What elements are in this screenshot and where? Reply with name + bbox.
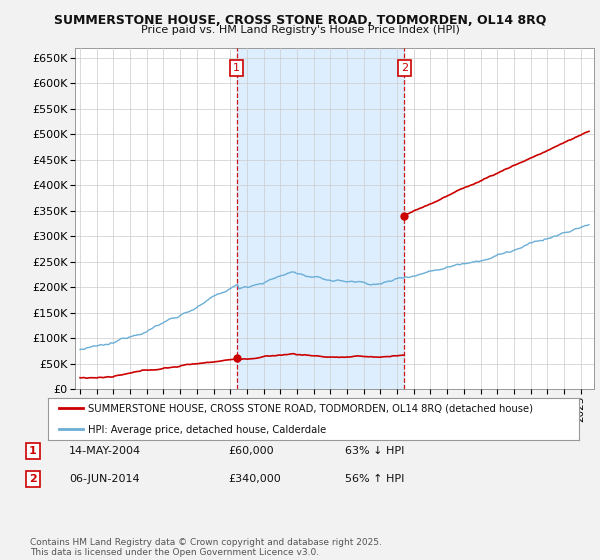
- Text: 2: 2: [401, 63, 408, 73]
- Text: Contains HM Land Registry data © Crown copyright and database right 2025.
This d: Contains HM Land Registry data © Crown c…: [30, 538, 382, 557]
- Text: 2: 2: [29, 474, 37, 484]
- Text: 63% ↓ HPI: 63% ↓ HPI: [345, 446, 404, 456]
- Text: 56% ↑ HPI: 56% ↑ HPI: [345, 474, 404, 484]
- Text: £60,000: £60,000: [228, 446, 274, 456]
- Text: 1: 1: [29, 446, 37, 456]
- Text: SUMMERSTONE HOUSE, CROSS STONE ROAD, TODMORDEN, OL14 8RQ: SUMMERSTONE HOUSE, CROSS STONE ROAD, TOD…: [54, 14, 546, 27]
- Text: Price paid vs. HM Land Registry's House Price Index (HPI): Price paid vs. HM Land Registry's House …: [140, 25, 460, 35]
- Text: 14-MAY-2004: 14-MAY-2004: [69, 446, 141, 456]
- Bar: [236, 48, 404, 389]
- Text: SUMMERSTONE HOUSE, CROSS STONE ROAD, TODMORDEN, OL14 8RQ (detached house): SUMMERSTONE HOUSE, CROSS STONE ROAD, TOD…: [88, 404, 533, 413]
- Text: 06-JUN-2014: 06-JUN-2014: [69, 474, 140, 484]
- Text: HPI: Average price, detached house, Calderdale: HPI: Average price, detached house, Cald…: [88, 424, 326, 435]
- Text: £340,000: £340,000: [228, 474, 281, 484]
- Text: 1: 1: [233, 63, 240, 73]
